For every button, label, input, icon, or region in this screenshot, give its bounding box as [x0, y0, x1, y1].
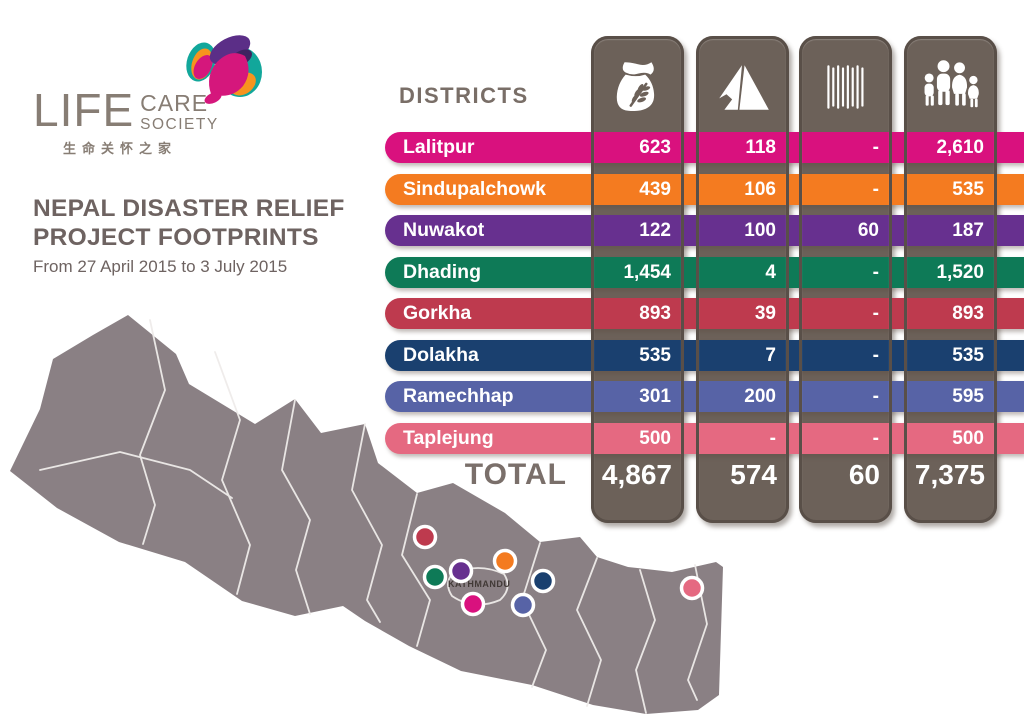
map-dot-ramechhap [510, 592, 536, 618]
nepal-outline [10, 315, 723, 714]
family-icon [904, 52, 997, 122]
district-label: Ramechhap [403, 385, 514, 407]
district-boundaries [39, 319, 708, 714]
title-date-range: From 27 April 2015 to 3 July 2015 [33, 257, 288, 276]
map-dot-dhading [422, 564, 448, 590]
district-row [385, 381, 1024, 412]
life-care-society-logo-icon [186, 35, 262, 104]
cell-value: 118 [745, 137, 776, 158]
cell-value: 893 [952, 303, 984, 324]
logo-chinese-text: 生命关怀之家 [63, 141, 178, 156]
cell-value: - [872, 262, 879, 283]
cell-value: - [872, 303, 879, 324]
district-label: Gorkha [403, 302, 472, 324]
cell-value: 1,520 [936, 262, 984, 283]
cell-value: - [872, 386, 879, 407]
district-row [385, 423, 1024, 454]
cell-value: 623 [639, 137, 671, 158]
cell-value: 500 [952, 428, 984, 449]
map-dot-sindupalchowk [492, 548, 518, 574]
total-value: 60 [848, 459, 880, 490]
tent-icon [696, 52, 789, 122]
cell-value: 122 [639, 220, 671, 241]
cell-value: - [872, 137, 879, 158]
cell-value: 500 [639, 428, 671, 449]
district-row [385, 340, 1024, 371]
cell-value: 100 [744, 220, 776, 241]
cell-value: 535 [952, 345, 984, 366]
kathmandu-label: KATHMANDU [448, 579, 510, 589]
cell-value: 200 [744, 386, 776, 407]
districts-column-header: DISTRICTS [399, 83, 529, 108]
page-title: NEPAL DISASTER RELIEF PROJECT FOOTPRINTS… [33, 194, 345, 277]
cell-value: 106 [744, 179, 776, 200]
rice-bag-icon [591, 52, 684, 122]
cell-value: 1,454 [623, 262, 671, 283]
cell-value: 535 [639, 345, 671, 366]
cell-value: 39 [754, 303, 776, 324]
map-dot-nuwakot [448, 558, 474, 584]
nepal-map: KATHMANDU [10, 315, 723, 714]
cell-value: 2,610 [936, 137, 984, 158]
cell-value: 595 [952, 386, 984, 407]
cell-value: - [769, 428, 776, 449]
total-value: 7,375 [914, 459, 985, 490]
title-line2: PROJECT FOOTPRINTS [33, 224, 319, 251]
district-label: Dhading [403, 261, 481, 283]
map-dot-taplejung [679, 575, 705, 601]
cell-value: - [872, 428, 879, 449]
total-row-label: TOTAL [464, 458, 567, 491]
logo-care-text: CARE [140, 89, 209, 116]
cell-value: - [872, 179, 879, 200]
corrugated-sheet-icon [799, 52, 892, 122]
cell-value: - [872, 345, 879, 366]
district-label: Lalitpur [403, 136, 475, 158]
district-label: Sindupalchowk [403, 178, 547, 200]
title-line1: NEPAL DISASTER RELIEF [33, 195, 345, 222]
district-row [385, 215, 1024, 246]
cell-value: 301 [639, 386, 671, 407]
cell-value: 4 [765, 262, 776, 283]
logo-life-text: LIFE [33, 84, 135, 136]
district-label: Dolakha [403, 344, 479, 366]
cell-value: 439 [639, 179, 671, 200]
district-label: Taplejung [403, 427, 494, 449]
map-dot-gorkha [412, 524, 438, 550]
cell-value: 893 [639, 303, 671, 324]
district-row [385, 174, 1024, 205]
cell-value: 187 [952, 220, 984, 241]
map-dot-dolakha [530, 568, 556, 594]
district-label: Nuwakot [403, 219, 485, 241]
cell-value: 535 [952, 179, 984, 200]
logo: LIFE CARE SOCIETY 生命关怀之家 [33, 30, 353, 160]
map-dot-lalitpur [460, 591, 486, 617]
logo-society-text: SOCIETY [140, 115, 219, 133]
district-row [385, 298, 1024, 329]
district-row [385, 132, 1024, 163]
district-dots [412, 524, 705, 618]
cell-value: 7 [765, 345, 776, 366]
cell-value: 60 [857, 220, 879, 241]
district-row [385, 257, 1024, 288]
total-value: 574 [730, 459, 777, 490]
total-value: 4,867 [601, 459, 672, 490]
